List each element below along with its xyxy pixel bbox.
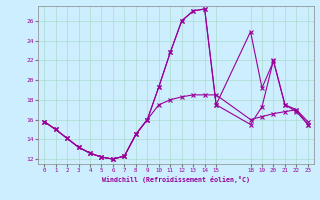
X-axis label: Windchill (Refroidissement éolien,°C): Windchill (Refroidissement éolien,°C) bbox=[102, 176, 250, 183]
